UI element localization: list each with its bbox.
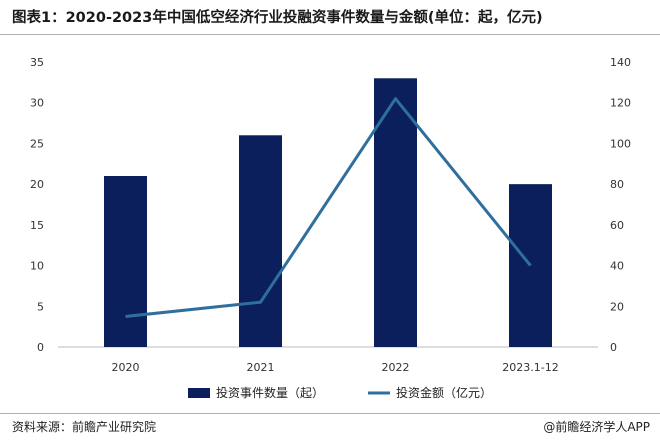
right-tick-label: 20	[610, 300, 624, 313]
left-tick-label: 20	[30, 178, 44, 191]
legend-line-label: 投资金额（亿元）	[396, 385, 492, 400]
source-note: 资料来源：前瞻产业研究院	[12, 420, 157, 434]
x-tick-label: 2022	[382, 361, 410, 374]
right-tick-label: 80	[610, 178, 624, 191]
left-tick-label: 5	[37, 300, 44, 313]
bar	[374, 78, 417, 348]
left-tick-label: 10	[30, 260, 44, 273]
legend: 投资事件数量（起） 投资金额（亿元）	[188, 385, 492, 400]
line-path	[125, 97, 532, 318]
bar	[239, 135, 282, 347]
right-tick-label: 40	[610, 260, 624, 273]
title-divider	[0, 34, 660, 35]
chart-title: 图表1：2020-2023年中国低空经济行业投融资事件数量与金额(单位：起，亿元…	[12, 10, 543, 26]
legend-bar-label: 投资事件数量（起）	[216, 385, 324, 400]
right-tick-label: 60	[610, 219, 624, 232]
left-tick-label: 35	[30, 56, 44, 69]
combo-chart: 0 5 10 15 20 25 30 35 0 20 40 60 80 100 120 140 2020 2021…	[30, 56, 631, 400]
right-tick-label: 100	[610, 137, 631, 150]
left-tick-label: 25	[30, 137, 44, 150]
left-tick-label: 15	[30, 219, 44, 232]
x-tick-label: 2020	[112, 361, 140, 374]
brand-note: @前瞻经济学人APP	[543, 420, 650, 434]
right-tick-label: 140	[610, 56, 631, 69]
axes: 0 5 10 15 20 25 30 35 0 20 40 60 80 100 120 140 2020 2021…	[30, 56, 631, 374]
legend-bar-swatch	[188, 388, 210, 398]
bar	[104, 176, 147, 347]
bars	[104, 78, 552, 348]
x-tick-label: 2023.1-12	[502, 361, 558, 374]
left-tick-label: 0	[37, 341, 44, 354]
right-tick-label: 0	[610, 341, 617, 354]
x-tick-label: 2021	[247, 361, 275, 374]
right-tick-label: 120	[610, 97, 631, 110]
left-tick-label: 30	[30, 97, 44, 110]
line-series	[125, 97, 532, 318]
footer-divider	[0, 413, 660, 414]
